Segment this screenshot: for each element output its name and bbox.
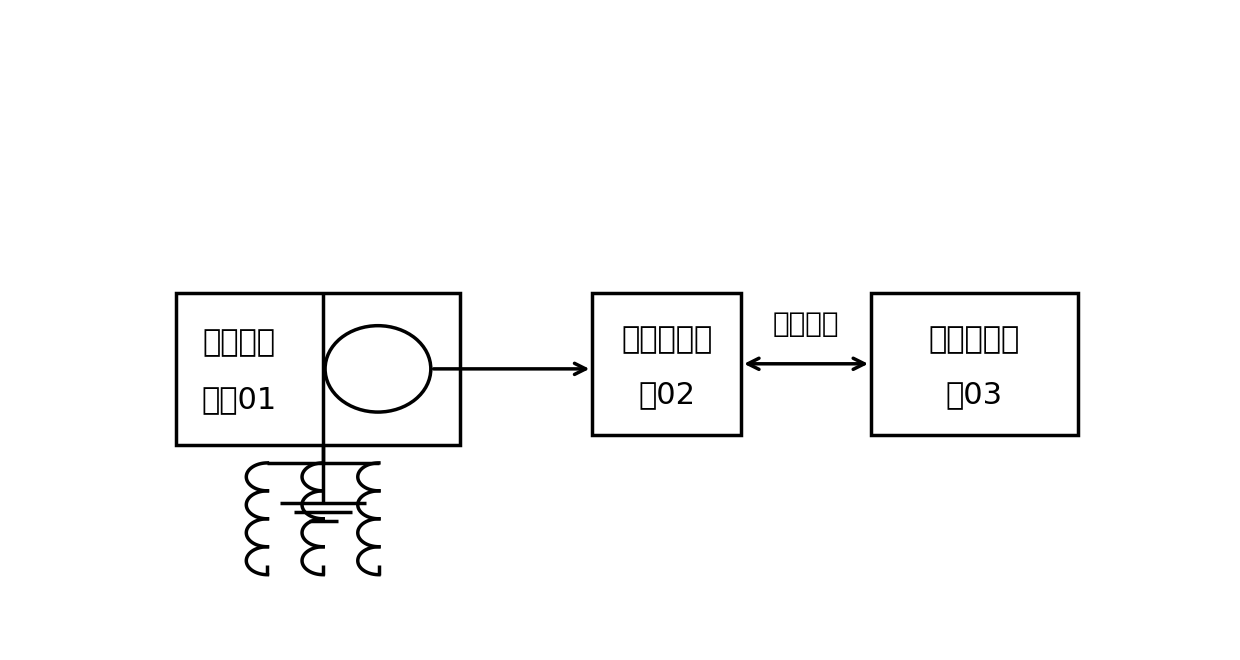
Text: 元02: 元02 <box>639 381 696 410</box>
Text: 数据传输: 数据传输 <box>773 310 839 339</box>
Text: 装置01: 装置01 <box>201 385 277 414</box>
Bar <box>176 292 460 445</box>
Bar <box>593 292 742 435</box>
Bar <box>870 292 1078 435</box>
Text: 心03: 心03 <box>946 381 1003 410</box>
Text: 数据处理单: 数据处理单 <box>621 325 712 354</box>
Text: 后台监测中: 后台监测中 <box>929 325 1019 354</box>
Text: 电流采集: 电流采集 <box>202 329 275 358</box>
